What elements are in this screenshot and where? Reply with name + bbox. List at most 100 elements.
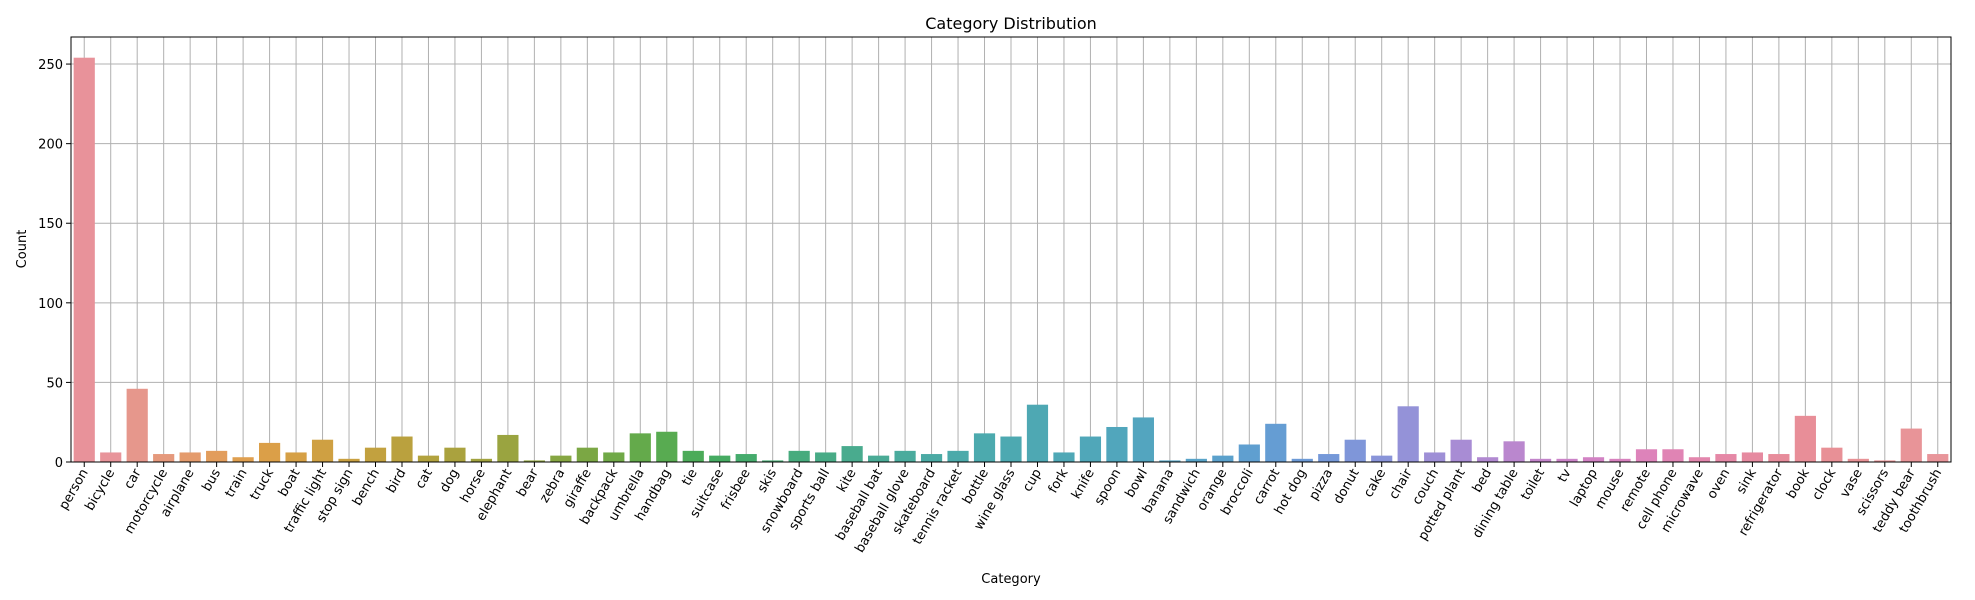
bar — [815, 452, 837, 462]
x-tick-label: kite — [834, 467, 859, 496]
bar — [179, 452, 201, 462]
bar — [1344, 439, 1366, 462]
x-tick-label: car — [121, 466, 145, 492]
bar — [920, 454, 943, 462]
bar — [841, 446, 863, 462]
bar — [1450, 439, 1472, 462]
bar — [1768, 454, 1790, 462]
x-tick-label: truck — [247, 466, 277, 503]
bar — [1900, 428, 1922, 462]
bar — [762, 460, 784, 462]
x-tick-label: bed — [1470, 467, 1495, 496]
bar — [1106, 426, 1128, 462]
bar — [1000, 436, 1022, 462]
bar — [1927, 454, 1949, 462]
bar — [656, 431, 678, 462]
bar — [1212, 455, 1234, 462]
x-tick-label: bird — [384, 467, 410, 496]
bar — [868, 455, 890, 462]
y-tick-label: 150 — [38, 217, 63, 232]
x-tick-label: bear — [514, 466, 542, 500]
y-axis-title: Count — [15, 230, 30, 269]
bar — [1318, 454, 1340, 462]
x-tick-label: skis — [755, 466, 780, 495]
bar — [1185, 458, 1207, 462]
bar — [1265, 423, 1287, 462]
bar — [1635, 449, 1658, 462]
bar — [947, 450, 969, 462]
x-tick-label: cake — [1361, 467, 1389, 501]
x-tick-label: tv — [1555, 466, 1575, 485]
x-tick-label: toilet — [1518, 467, 1548, 503]
bar — [1477, 457, 1499, 462]
bar — [364, 447, 387, 462]
x-tick-label: book — [1784, 466, 1813, 501]
bar — [735, 454, 757, 462]
bars — [73, 57, 1949, 463]
bar — [73, 57, 95, 463]
bar — [682, 450, 704, 462]
bar — [894, 450, 916, 462]
bar — [232, 457, 254, 462]
bar — [470, 458, 493, 462]
y-tick-label: 200 — [38, 138, 63, 153]
bar — [1371, 455, 1393, 462]
bar — [311, 439, 334, 462]
bar — [285, 452, 307, 462]
x-tick-label: clock — [1810, 466, 1840, 503]
bar — [1582, 457, 1605, 462]
bar — [1053, 452, 1075, 462]
x-tick-label: train — [222, 467, 250, 501]
bar — [444, 447, 466, 462]
bar — [338, 458, 360, 462]
chart-title: Category Distribution — [925, 14, 1097, 33]
bar — [1079, 436, 1102, 462]
x-tick-label: donut — [1331, 467, 1363, 507]
y-tick-label: 50 — [46, 376, 63, 391]
x-axis-title: Category — [981, 572, 1041, 587]
bar — [523, 460, 545, 462]
x-tick-label: dog — [437, 467, 462, 496]
x-tick-label: boat — [276, 467, 304, 500]
bar — [1159, 460, 1181, 462]
bar — [603, 452, 625, 462]
bar — [391, 436, 413, 462]
bar — [1503, 441, 1525, 462]
x-tick-label: oven — [1704, 467, 1733, 502]
bar — [1662, 449, 1684, 462]
y-tick-label: 100 — [38, 297, 63, 312]
bar — [629, 433, 651, 462]
bar — [1291, 458, 1313, 462]
bar — [1026, 404, 1049, 462]
bar — [576, 447, 598, 462]
bar — [1874, 460, 1896, 462]
bar — [1794, 415, 1816, 462]
bar — [497, 434, 519, 462]
x-tick-label: sink — [1734, 466, 1760, 497]
bar — [100, 452, 122, 462]
x-tick-label: spoon — [1092, 467, 1125, 508]
bar — [153, 454, 175, 462]
bar — [550, 455, 572, 462]
bar — [1238, 444, 1260, 462]
bar — [1132, 417, 1154, 462]
bar — [1397, 406, 1419, 462]
bar — [417, 455, 440, 462]
bar — [126, 388, 148, 462]
grid-lines — [71, 37, 1951, 463]
x-tick-label: cat — [413, 467, 436, 492]
bar — [1424, 452, 1446, 462]
y-axis-ticks: 0 50 100 150 200 250 — [38, 58, 71, 471]
bar — [1715, 454, 1737, 462]
bar — [709, 455, 731, 462]
x-tick-label: fork — [1046, 466, 1072, 496]
bar — [788, 450, 810, 462]
bar — [1821, 447, 1843, 462]
y-tick-label: 0 — [55, 456, 63, 471]
bar — [1529, 458, 1552, 462]
x-tick-label: cup — [1020, 467, 1045, 495]
bar — [1688, 457, 1711, 462]
